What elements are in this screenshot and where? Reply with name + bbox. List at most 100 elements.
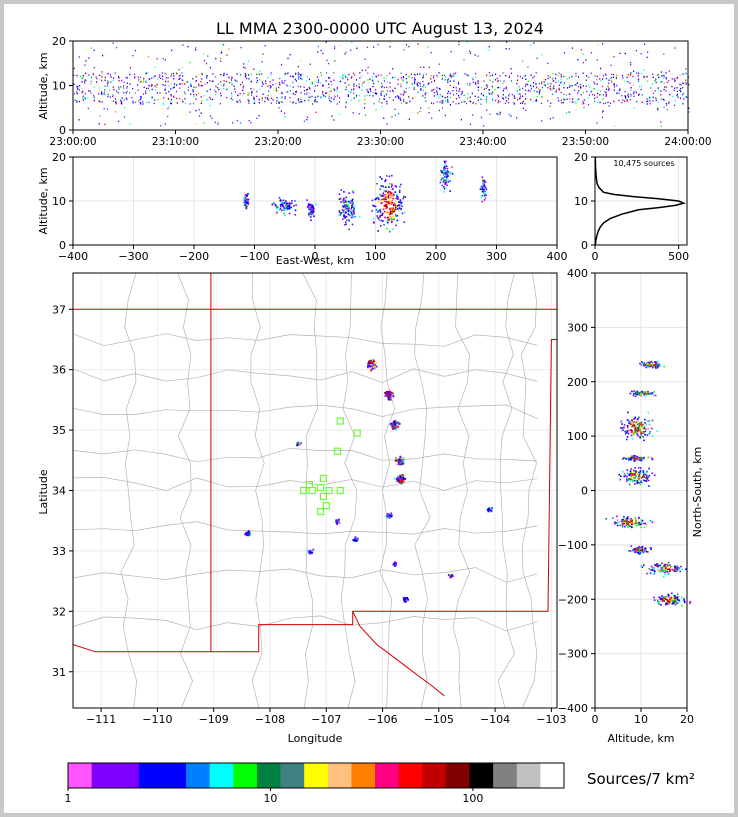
east-west-point <box>387 191 389 194</box>
altitude-time-point <box>475 103 477 105</box>
colorbar-cell <box>280 763 305 788</box>
altitude-time-point <box>375 93 377 95</box>
east-west-point <box>389 215 391 218</box>
east-west-point <box>243 197 245 200</box>
north-south-point <box>631 523 633 526</box>
altitude-time-point <box>305 80 307 82</box>
east-west-point <box>401 212 404 215</box>
altitude-time-point <box>315 111 317 113</box>
altitude-time-point <box>126 85 129 88</box>
altitude-time-point <box>300 98 302 101</box>
map-source-point <box>396 423 399 426</box>
map-source-point <box>397 462 400 464</box>
altitude-time-point <box>660 94 662 96</box>
east-west-point <box>341 209 344 211</box>
altitude-time-point <box>552 73 554 75</box>
north-south-point <box>666 601 668 604</box>
lma-stations <box>300 417 361 516</box>
altitude-time-point <box>317 45 319 48</box>
north-south-point <box>651 458 653 461</box>
altitude-time-point <box>381 85 383 88</box>
east-west-point <box>351 214 354 216</box>
map-source-point <box>450 574 453 577</box>
altitude-time-point <box>430 75 432 77</box>
lma-station-marker <box>308 486 316 495</box>
north-south-point <box>642 458 645 460</box>
altitude-time-point <box>82 74 84 77</box>
north-south-point <box>643 363 645 366</box>
north-south-point <box>669 569 671 571</box>
altitude-time-point <box>118 81 120 83</box>
altitude-time-point <box>176 102 178 104</box>
altitude-time-point <box>535 99 537 101</box>
altitude-time-point <box>575 102 577 104</box>
altitude-time-point <box>558 87 560 90</box>
north-south-point <box>639 472 641 475</box>
altitude-time-point <box>176 84 178 86</box>
east-west-point <box>344 221 347 223</box>
east-west-point <box>308 212 310 215</box>
altitude-time-point <box>430 78 432 80</box>
north-south-point <box>671 592 673 595</box>
altitude-time-point <box>424 93 427 96</box>
altitude-time-point <box>643 69 645 71</box>
altitude-time-point <box>214 89 216 92</box>
north-south-point <box>628 474 631 476</box>
altitude-time-point <box>93 96 95 98</box>
east-west-point <box>281 209 283 212</box>
north-south-point <box>624 525 626 528</box>
altitude-time-point <box>179 74 181 77</box>
altitude-time-point <box>613 89 615 91</box>
north-south-point <box>639 392 641 394</box>
altitude-time-point <box>682 73 684 75</box>
altitude-time-point <box>673 78 676 80</box>
altitude-time-point <box>143 86 145 88</box>
altitude-time-point <box>563 87 565 89</box>
east-west-point <box>394 204 397 207</box>
east-west-point <box>344 201 347 203</box>
altitude-time-point <box>483 88 485 90</box>
altitude-time-point <box>125 92 127 94</box>
east-west-point <box>247 202 250 205</box>
altitude-time-point <box>613 84 615 86</box>
altitude-time-point <box>377 74 379 77</box>
altitude-time-point <box>458 83 460 85</box>
altitude-time-point <box>410 73 412 75</box>
altitude-time-point <box>518 86 520 88</box>
altitude-time-point <box>143 80 145 82</box>
north-south-point <box>658 601 661 603</box>
north-south-point <box>676 596 678 599</box>
east-west-point <box>338 198 341 201</box>
altitude-time-point <box>621 75 624 77</box>
east-west-point <box>395 214 397 216</box>
altitude-time-point <box>120 102 122 105</box>
altitude-time-point <box>646 75 648 78</box>
north-south-point <box>634 551 636 553</box>
altitude-time-point <box>309 88 311 90</box>
north-south-point <box>637 547 640 549</box>
altitude-time-point <box>330 97 332 99</box>
altitude-time-point <box>612 76 615 78</box>
altitude-time-point <box>170 75 172 77</box>
north-south-point <box>630 520 632 522</box>
altitude-time-point <box>386 90 388 92</box>
altitude-time-point <box>650 87 652 89</box>
altitude-time-point <box>313 100 316 102</box>
altitude-time-ylabel: Altitude, km <box>37 52 50 119</box>
altitude-time-point <box>361 69 363 72</box>
map-source-point <box>370 359 373 362</box>
east-west-point <box>480 185 483 188</box>
map-source-point <box>247 531 249 534</box>
altitude-time-point <box>82 95 84 97</box>
altitude-time-point <box>247 99 249 101</box>
east-west-ytick-label: 20 <box>52 151 66 164</box>
altitude-time-point <box>383 95 385 97</box>
altitude-time-point <box>549 87 551 90</box>
altitude-time-point <box>423 84 425 86</box>
altitude-time-point <box>107 80 109 82</box>
map-source-point <box>490 507 492 510</box>
north-south-point <box>680 565 682 568</box>
east-west-point <box>287 207 289 210</box>
altitude-time-point <box>351 41 353 44</box>
